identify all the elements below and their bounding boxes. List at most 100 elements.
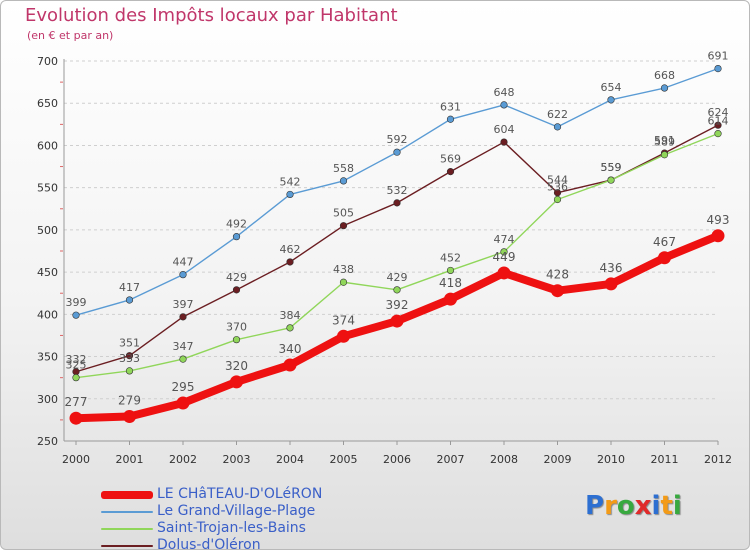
x-tick-label: 2003: [223, 453, 251, 466]
data-label: 399: [66, 296, 87, 309]
legend-label: LE CHâTEAU-D'OLéRON: [157, 486, 323, 502]
data-point: [390, 314, 404, 328]
data-label: 374: [332, 313, 355, 327]
data-point: [607, 176, 615, 184]
data-point: [500, 138, 508, 146]
data-label: 447: [173, 256, 194, 269]
data-label: 295: [172, 380, 195, 394]
data-label: 604: [494, 123, 515, 136]
x-tick-label: 2001: [116, 453, 144, 466]
data-label: 592: [387, 133, 408, 146]
x-tick-label: 2010: [597, 453, 625, 466]
legend-swatch: [101, 545, 153, 547]
data-label: 320: [225, 359, 248, 373]
data-point: [179, 355, 187, 363]
data-label: 370: [226, 321, 247, 334]
y-tick-label: 300: [37, 393, 58, 406]
data-point: [232, 336, 241, 344]
data-label: 467: [653, 235, 676, 249]
data-point: [283, 358, 297, 372]
data-point: [125, 296, 134, 304]
data-label: 279: [118, 394, 141, 408]
x-tick-label: 2002: [169, 453, 197, 466]
data-point: [72, 311, 80, 319]
data-label: 631: [440, 100, 461, 113]
x-tick-label: 2012: [704, 453, 732, 466]
data-label: 429: [226, 271, 247, 284]
data-point: [179, 313, 187, 321]
data-point: [125, 367, 134, 375]
data-label: 622: [547, 108, 568, 121]
data-point: [230, 375, 243, 389]
data-point: [232, 233, 241, 241]
data-label: 542: [280, 175, 301, 188]
data-label: 624: [708, 106, 729, 119]
legend-label: Le Grand-Village-Plage: [157, 503, 316, 519]
data-point: [123, 410, 136, 424]
logo-letter: t: [660, 491, 673, 521]
data-label: 384: [280, 309, 301, 322]
y-tick-label: 450: [37, 266, 58, 279]
x-tick-label: 2005: [330, 453, 358, 466]
y-tick-label: 400: [37, 308, 58, 321]
data-label: 559: [601, 161, 622, 174]
data-label: 591: [654, 134, 675, 147]
data-label: 648: [494, 86, 515, 99]
data-point: [286, 190, 294, 199]
grid-lines: [64, 60, 718, 400]
y-tick-label: 500: [37, 224, 58, 237]
data-label: 558: [333, 162, 354, 175]
x-tick-label: 2009: [544, 453, 572, 466]
x-tick-label: 2008: [490, 453, 518, 466]
data-point: [339, 222, 348, 230]
data-point: [446, 266, 455, 275]
data-point: [286, 258, 294, 266]
logo-letter: i: [651, 491, 661, 521]
data-point: [444, 292, 457, 306]
data-label: 351: [119, 337, 140, 350]
data-point: [500, 248, 508, 256]
data-label: 277: [65, 395, 88, 409]
data-point: [500, 101, 508, 109]
y-tick-label: 600: [37, 139, 58, 152]
data-label: 438: [333, 263, 354, 276]
data-label: 505: [333, 207, 354, 220]
y-tick-label: 550: [37, 182, 58, 195]
data-point: [337, 329, 350, 343]
data-point: [393, 148, 401, 156]
data-point: [69, 411, 83, 425]
y-tick-label: 650: [37, 97, 58, 110]
data-label: 569: [440, 153, 461, 166]
data-point: [446, 168, 455, 176]
legend-swatch: [101, 491, 153, 499]
data-label: 544: [547, 174, 568, 187]
data-point: [179, 271, 187, 279]
legend-swatch: [101, 528, 153, 530]
data-label: 668: [654, 69, 675, 82]
data-point: [551, 284, 564, 298]
data-point: [604, 277, 618, 291]
data-label: 340: [279, 342, 302, 356]
data-point: [607, 96, 615, 104]
data-label: 654: [601, 81, 622, 94]
data-label: 325: [66, 359, 87, 372]
data-point: [339, 177, 348, 185]
data-label: 436: [600, 261, 623, 275]
data-label: 492: [226, 218, 247, 231]
data-point: [714, 130, 722, 138]
data-label: 462: [280, 243, 301, 256]
data-point: [339, 278, 348, 286]
axes: 250 300 350 400 450 500 550 600 650 700 2000 2001 20…: [37, 55, 732, 466]
series-line: [75, 124, 719, 373]
data-label: 589: [654, 136, 675, 149]
data-point: [232, 286, 241, 294]
data-point: [286, 324, 294, 332]
data-point: [446, 115, 455, 123]
chart-subtitle: (en € et par an): [27, 29, 114, 42]
data-label: 493: [707, 213, 730, 227]
legend-swatch: [101, 511, 153, 513]
legend-label: Saint-Trojan-les-Bains: [157, 520, 306, 536]
data-labels: 399 417 447 492 542 558 592 631 648 622 654 668 691 3…: [65, 50, 730, 410]
